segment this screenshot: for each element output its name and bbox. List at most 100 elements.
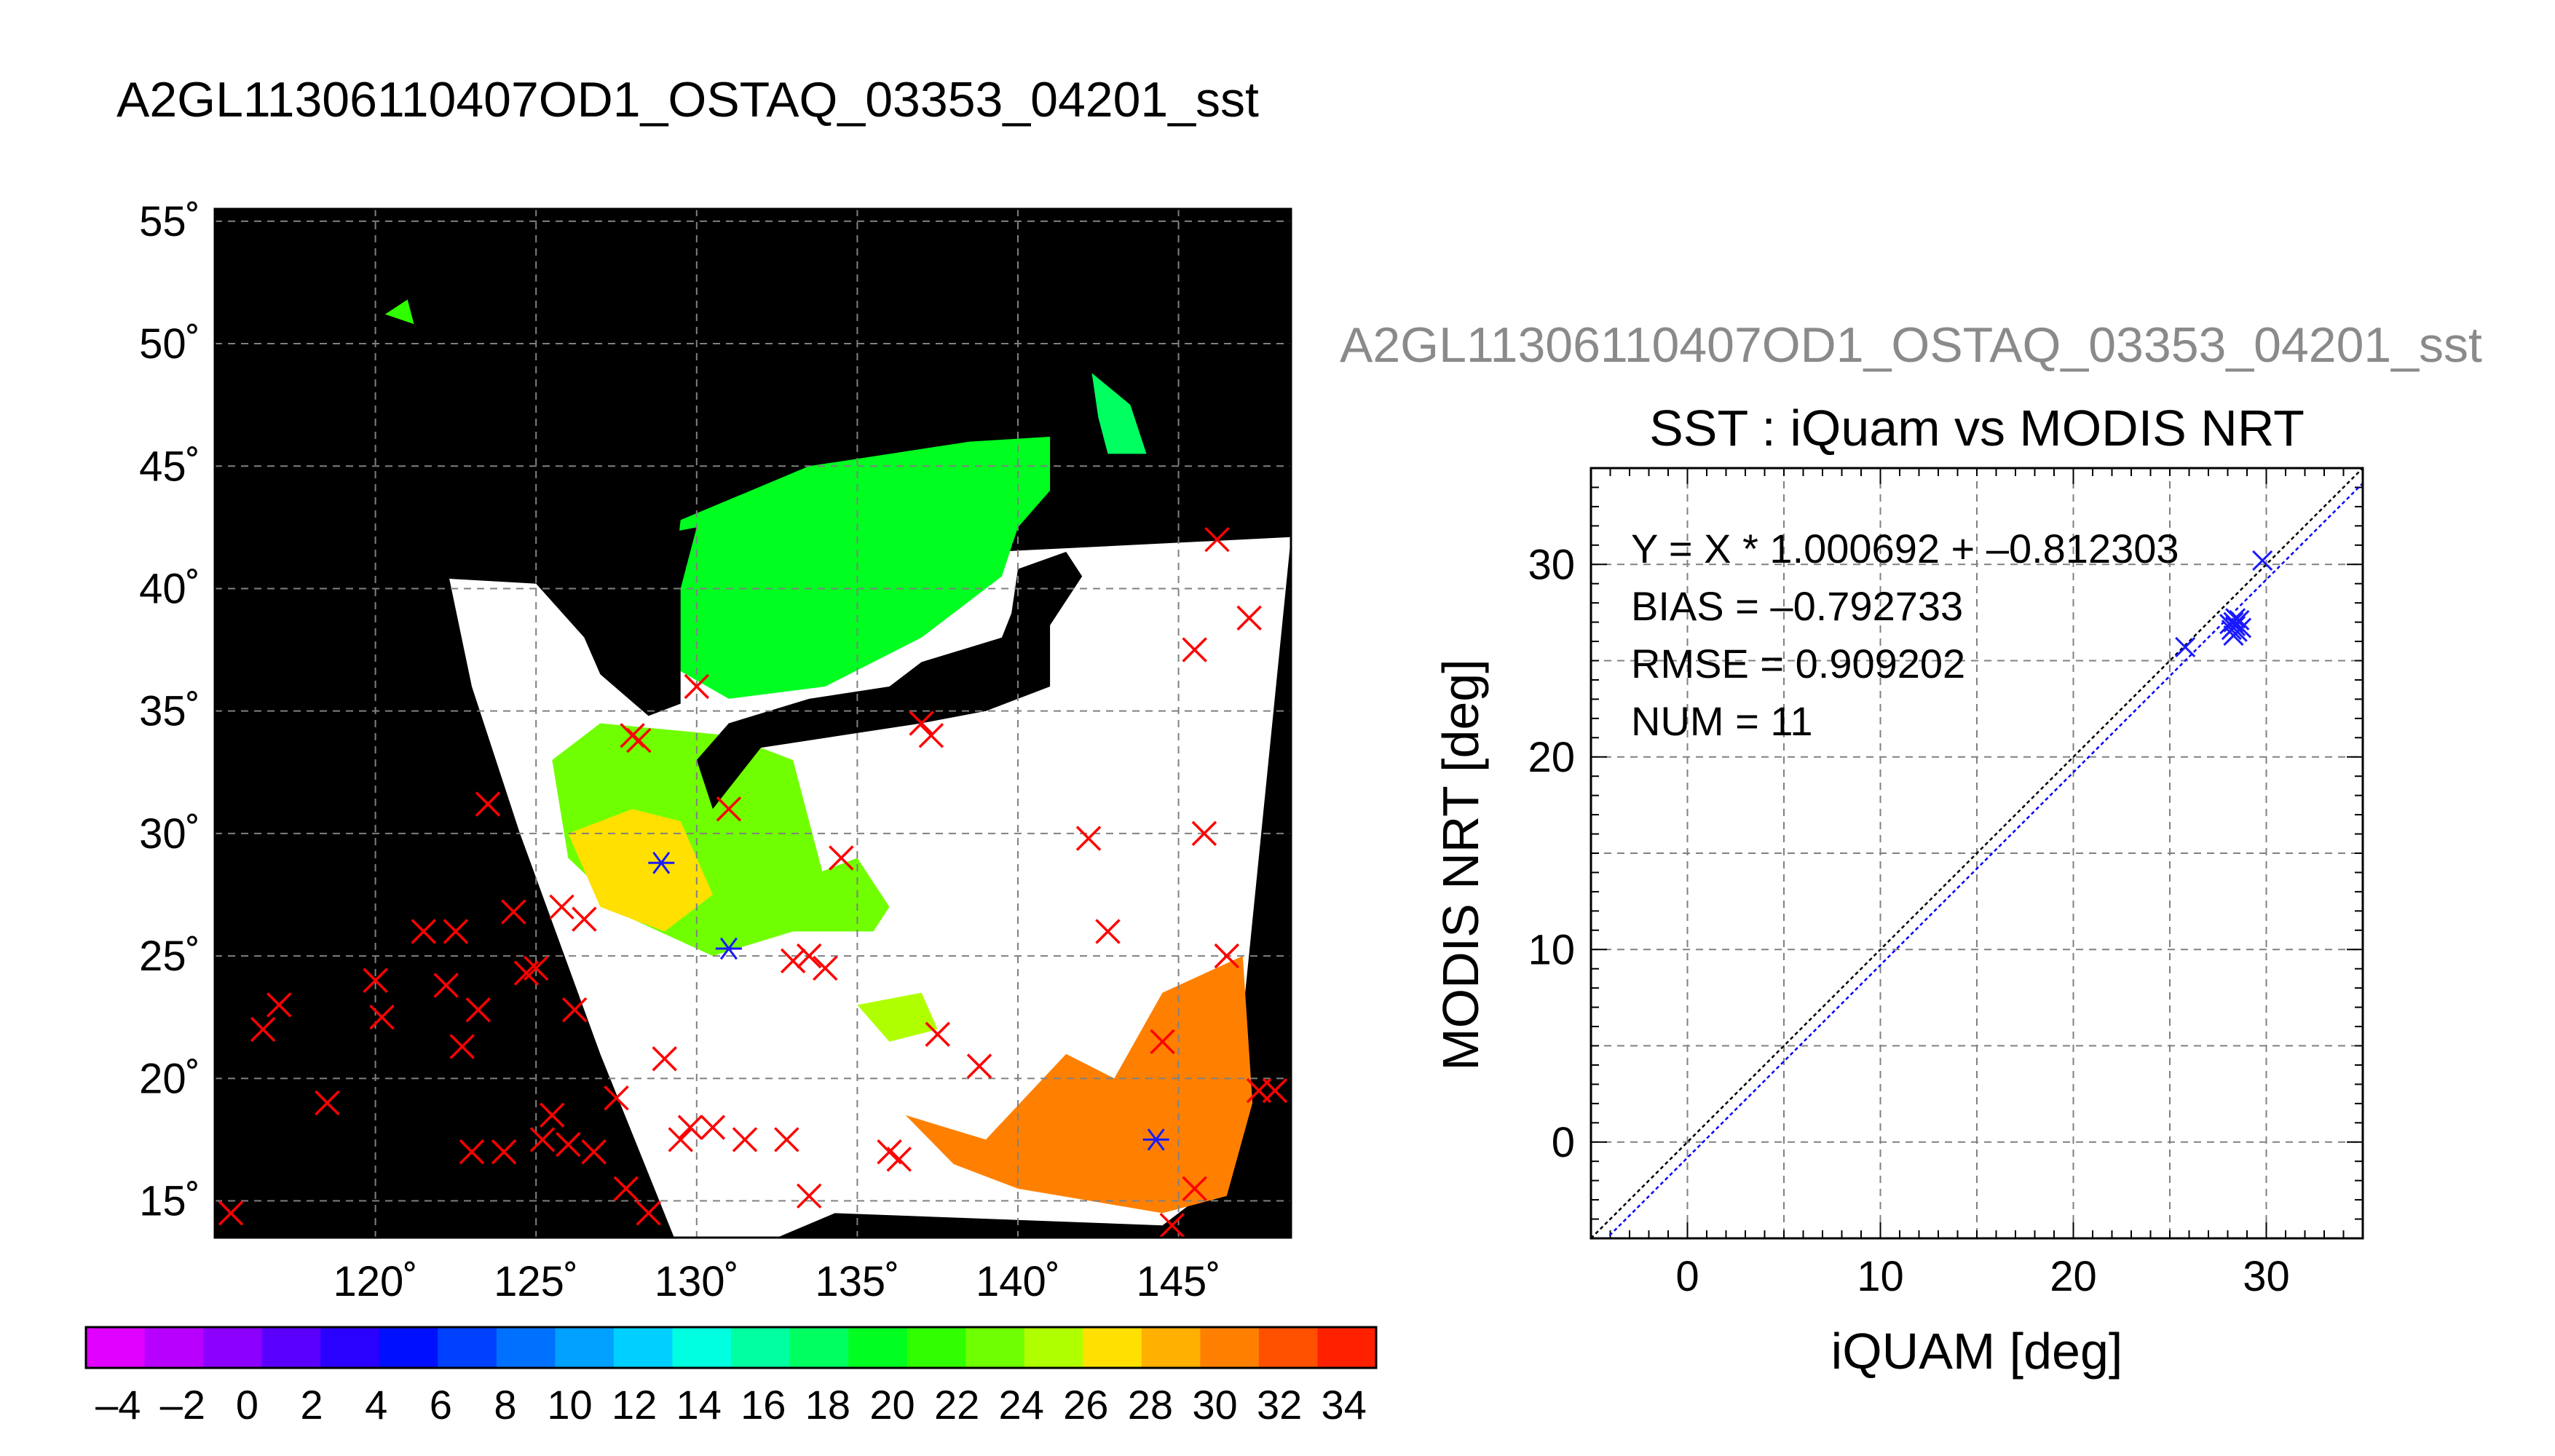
matchup-marker	[549, 894, 574, 920]
matchup-marker	[561, 997, 588, 1023]
matchup-marker	[700, 1115, 726, 1140]
colorbar-swatch	[907, 1327, 966, 1368]
colorbar-tick-label: 6	[430, 1382, 452, 1428]
matchup-marker	[523, 955, 549, 981]
valid-matchup-marker	[1142, 1128, 1169, 1151]
matchup-marker	[1095, 919, 1121, 944]
page-title: A2GL11306110407OD1_OSTAQ_03353_04201_sst	[117, 72, 1259, 127]
sst-region-warm-patch	[568, 809, 713, 932]
map-lon-tick-label: 130˚	[655, 1258, 739, 1305]
matchup-marker	[315, 1090, 340, 1116]
colorbar-tick-label: 22	[934, 1382, 979, 1428]
matchup-marker	[572, 906, 597, 932]
valid-matchup-marker	[648, 851, 675, 874]
land-mainland-north	[889, 209, 1067, 430]
matchup-markers	[218, 526, 1288, 1238]
colorbar-swatch	[1200, 1327, 1260, 1368]
matchup-marker	[716, 796, 742, 822]
scatter-point	[2229, 609, 2250, 631]
scatter-stat-line: Y = X * 1.000692 + –0.812303	[1631, 526, 2179, 571]
map-lon-tick-label: 135˚	[815, 1258, 899, 1305]
matchup-marker	[475, 791, 501, 817]
matchup-marker	[1191, 820, 1217, 847]
land-korea	[449, 527, 697, 716]
colorbar-swatch	[86, 1327, 146, 1368]
map-lat-tick-label: 35˚	[139, 688, 200, 735]
colorbar-swatch	[1083, 1327, 1142, 1368]
colorbar-tick-label: 14	[676, 1382, 722, 1428]
scatter-x-tick-label: 10	[1857, 1253, 1904, 1300]
matchup-marker	[796, 1183, 822, 1209]
scatter-x-tick-label: 0	[1675, 1253, 1699, 1300]
colorbar-tick-label: 34	[1322, 1382, 1367, 1428]
matchup-marker	[581, 1139, 607, 1165]
scatter-point	[2175, 636, 2196, 658]
scatter-figure-title: A2GL11306110407OD1_OSTAQ_03353_04201_sst	[1340, 317, 2482, 373]
matchup-marker	[433, 973, 459, 998]
scatter-y-tick-label: 30	[1528, 541, 1575, 588]
sst-region-east-patch	[761, 858, 890, 932]
matchup-marker	[363, 968, 388, 993]
matchup-marker	[677, 1115, 703, 1140]
scatter-plot: 0 10 20 30 0 10 20 30 Y = X * 1.000692 + –0.8123…	[1528, 467, 2364, 1300]
matchup-marker	[411, 919, 437, 944]
matchup-marker	[668, 1127, 693, 1152]
land-japan	[696, 552, 1083, 810]
map-lat-tick-label: 50˚	[139, 320, 200, 368]
colorbar-swatch	[496, 1327, 556, 1368]
sst-region-small-patch	[384, 299, 414, 325]
matchup-marker	[459, 1139, 485, 1165]
scatter-frame	[1590, 467, 2364, 1240]
colorbar-swatch	[379, 1327, 438, 1368]
sst-region-tropical	[905, 956, 1253, 1214]
matchup-marker	[1150, 1029, 1175, 1055]
matchup-marker	[443, 919, 469, 944]
matchup-marker	[540, 1102, 565, 1128]
matchup-marker	[684, 673, 710, 700]
matchup-marker	[732, 1127, 758, 1152]
colorbar-swatch	[438, 1327, 497, 1368]
colorbar-swatch	[1317, 1327, 1377, 1368]
matchup-marker	[636, 1200, 661, 1226]
matchup-marker	[449, 1034, 475, 1059]
matchup-marker	[829, 845, 854, 871]
scatter-points	[2175, 550, 2273, 658]
matchup-marker	[780, 948, 806, 974]
matchup-marker	[218, 1200, 244, 1226]
colorbar-tick-label: 28	[1128, 1382, 1173, 1428]
colorbar-swatch	[1141, 1327, 1201, 1368]
colorbar-tick-label: 30	[1192, 1382, 1237, 1428]
scatter-y-tick-label: 20	[1528, 734, 1575, 781]
matchup-marker	[796, 943, 822, 969]
colorbar-tick-label: 10	[547, 1382, 592, 1428]
regression-fit-line	[1605, 482, 2363, 1238]
scatter-stat-line: RMSE = 0.909202	[1631, 641, 1965, 687]
x-axis-label: iQUAM [deg]	[1831, 1323, 2123, 1380]
matchup-marker	[966, 1053, 992, 1079]
scatter-stat-line: BIAS = –0.792733	[1631, 583, 1963, 629]
matchup-marker	[529, 1127, 556, 1152]
matchup-marker	[1204, 526, 1230, 553]
scatter-plot-title: SST : iQuam vs MODIS NRT	[1649, 400, 2305, 456]
matchup-marker	[1075, 826, 1102, 851]
matchup-marker	[925, 1021, 950, 1048]
y-axis-label: MODIS NRT [deg]	[1432, 659, 1489, 1070]
map-lat-tick-label: 55˚	[139, 198, 200, 245]
matchup-marker	[774, 1127, 799, 1152]
map-lat-tick-label: 20˚	[139, 1055, 200, 1102]
map-grid	[215, 209, 1291, 1238]
colorbar-tick-label: –2	[160, 1382, 205, 1428]
matchup-marker	[556, 1131, 581, 1158]
one-to-one-line	[1591, 468, 2363, 1238]
colorbar-tick-label: 32	[1257, 1382, 1302, 1428]
matchup-marker	[501, 899, 526, 925]
scatter-x-tick-label: 30	[2243, 1253, 2290, 1300]
matchup-marker	[652, 1046, 677, 1072]
map-lat-tick-label: 45˚	[139, 443, 200, 490]
matchup-marker	[604, 1085, 629, 1111]
matchup-marker	[1182, 1176, 1207, 1201]
scatter-x-tick-label: 20	[2050, 1253, 2097, 1300]
matchup-marker	[813, 955, 838, 981]
map-lat-tick-label: 15˚	[139, 1178, 200, 1225]
colorbar-swatch	[1024, 1327, 1083, 1368]
